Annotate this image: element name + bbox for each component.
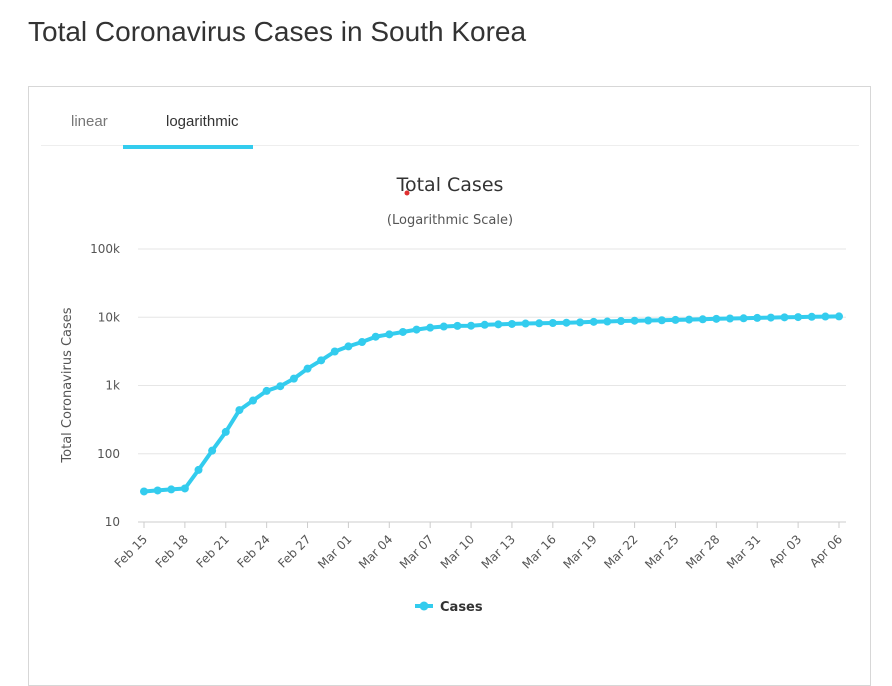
data-point[interactable]: [821, 312, 830, 321]
x-tick-label: Mar 25: [642, 532, 681, 571]
chart-subtitle: (Logarithmic Scale): [387, 213, 513, 228]
cases-series-points: [140, 312, 843, 496]
data-point[interactable]: [371, 332, 380, 341]
data-point[interactable]: [426, 323, 435, 332]
x-tick-label: Mar 01: [315, 532, 354, 571]
data-point[interactable]: [303, 364, 312, 373]
data-point[interactable]: [262, 386, 271, 395]
data-point[interactable]: [507, 319, 516, 328]
data-point[interactable]: [794, 313, 803, 322]
y-tick-label: 100: [97, 447, 120, 461]
data-point[interactable]: [235, 406, 244, 415]
data-point[interactable]: [480, 320, 489, 329]
x-tick-label: Mar 10: [438, 532, 477, 571]
data-point[interactable]: [548, 319, 557, 328]
data-point[interactable]: [208, 446, 217, 455]
y-axis-ticks: 10 100 1k 10k 100k: [90, 242, 120, 529]
data-point[interactable]: [167, 485, 176, 494]
legend-swatch-marker: [419, 601, 429, 611]
y-tick-label: 10: [105, 515, 120, 529]
y-tick-label: 10k: [98, 310, 120, 324]
x-tick-label: Apr 03: [766, 532, 804, 570]
data-point[interactable]: [698, 315, 707, 324]
x-tick-label: Mar 16: [520, 532, 559, 571]
x-tick-label: Feb 18: [153, 532, 191, 570]
y-tick-label: 1k: [105, 379, 120, 393]
data-point[interactable]: [494, 320, 503, 329]
data-point[interactable]: [725, 314, 734, 323]
data-point[interactable]: [221, 427, 230, 436]
data-point[interactable]: [616, 317, 625, 326]
x-tick-label: Feb 24: [234, 532, 272, 570]
data-point[interactable]: [140, 487, 148, 496]
grid-lines: [138, 248, 846, 523]
x-tick-label: Mar 07: [397, 532, 436, 571]
x-tick-label: Mar 04: [356, 532, 395, 571]
data-point[interactable]: [289, 374, 298, 383]
data-point[interactable]: [194, 465, 203, 474]
cases-series-line: [142, 314, 841, 494]
data-point[interactable]: [562, 318, 571, 327]
data-point[interactable]: [385, 330, 394, 339]
data-point[interactable]: [535, 319, 544, 328]
data-point[interactable]: [276, 382, 285, 391]
data-point[interactable]: [766, 313, 775, 322]
data-point[interactable]: [153, 486, 162, 495]
data-point[interactable]: [630, 316, 639, 325]
data-point[interactable]: [358, 338, 367, 347]
data-point[interactable]: [739, 314, 748, 323]
scale-tabs: linear logarithmic: [41, 87, 859, 146]
legend[interactable]: Cases: [415, 600, 483, 615]
data-point[interactable]: [685, 315, 694, 324]
data-point[interactable]: [807, 312, 816, 321]
chart-title: Total Cases: [396, 174, 504, 196]
tab-linear[interactable]: linear: [71, 113, 108, 130]
page-title: Total Coronavirus Cases in South Korea: [28, 16, 527, 47]
data-point[interactable]: [249, 396, 258, 405]
x-tick-label: Apr 06: [807, 532, 845, 570]
data-point[interactable]: [317, 356, 326, 365]
data-point[interactable]: [780, 313, 789, 322]
tab-logarithmic[interactable]: logarithmic: [166, 113, 239, 130]
data-point[interactable]: [180, 484, 189, 493]
data-point[interactable]: [657, 316, 666, 325]
data-point[interactable]: [835, 312, 843, 321]
x-tick-label: Mar 22: [601, 532, 640, 571]
data-point[interactable]: [412, 325, 421, 334]
data-point[interactable]: [712, 314, 721, 323]
x-tick-label: Mar 13: [479, 532, 518, 571]
data-point[interactable]: [576, 318, 585, 327]
x-tick-label: Feb 21: [193, 532, 231, 570]
data-point[interactable]: [330, 347, 339, 356]
data-point[interactable]: [671, 315, 680, 324]
y-tick-label: 100k: [90, 242, 120, 256]
x-tick-label: Mar 19: [560, 532, 599, 571]
data-point[interactable]: [344, 342, 353, 351]
data-point[interactable]: [439, 322, 448, 331]
data-point[interactable]: [398, 327, 407, 336]
legend-label: Cases: [440, 600, 483, 615]
data-point[interactable]: [603, 317, 612, 326]
active-tab-indicator: [123, 145, 253, 149]
x-tick-label: Feb 27: [275, 532, 313, 570]
data-point[interactable]: [453, 321, 462, 330]
data-point[interactable]: [467, 321, 476, 330]
cases-chart: Total Cases (Logarithmic Scale) Total Co…: [60, 174, 846, 615]
title-marker-dot: [404, 190, 410, 196]
x-tick-label: Feb 15: [112, 532, 150, 570]
y-axis-label: Total Coronavirus Cases: [60, 307, 75, 463]
data-point[interactable]: [521, 319, 530, 328]
data-point[interactable]: [644, 316, 653, 325]
x-tick-label: Mar 31: [724, 532, 763, 571]
x-axis-ticks: Feb 15 Feb 18 Feb 21 Feb 24 Feb 27 Mar 01 Mar …: [112, 522, 845, 572]
x-tick-label: Mar 28: [683, 532, 722, 571]
data-point[interactable]: [753, 313, 762, 322]
data-point[interactable]: [589, 317, 598, 326]
